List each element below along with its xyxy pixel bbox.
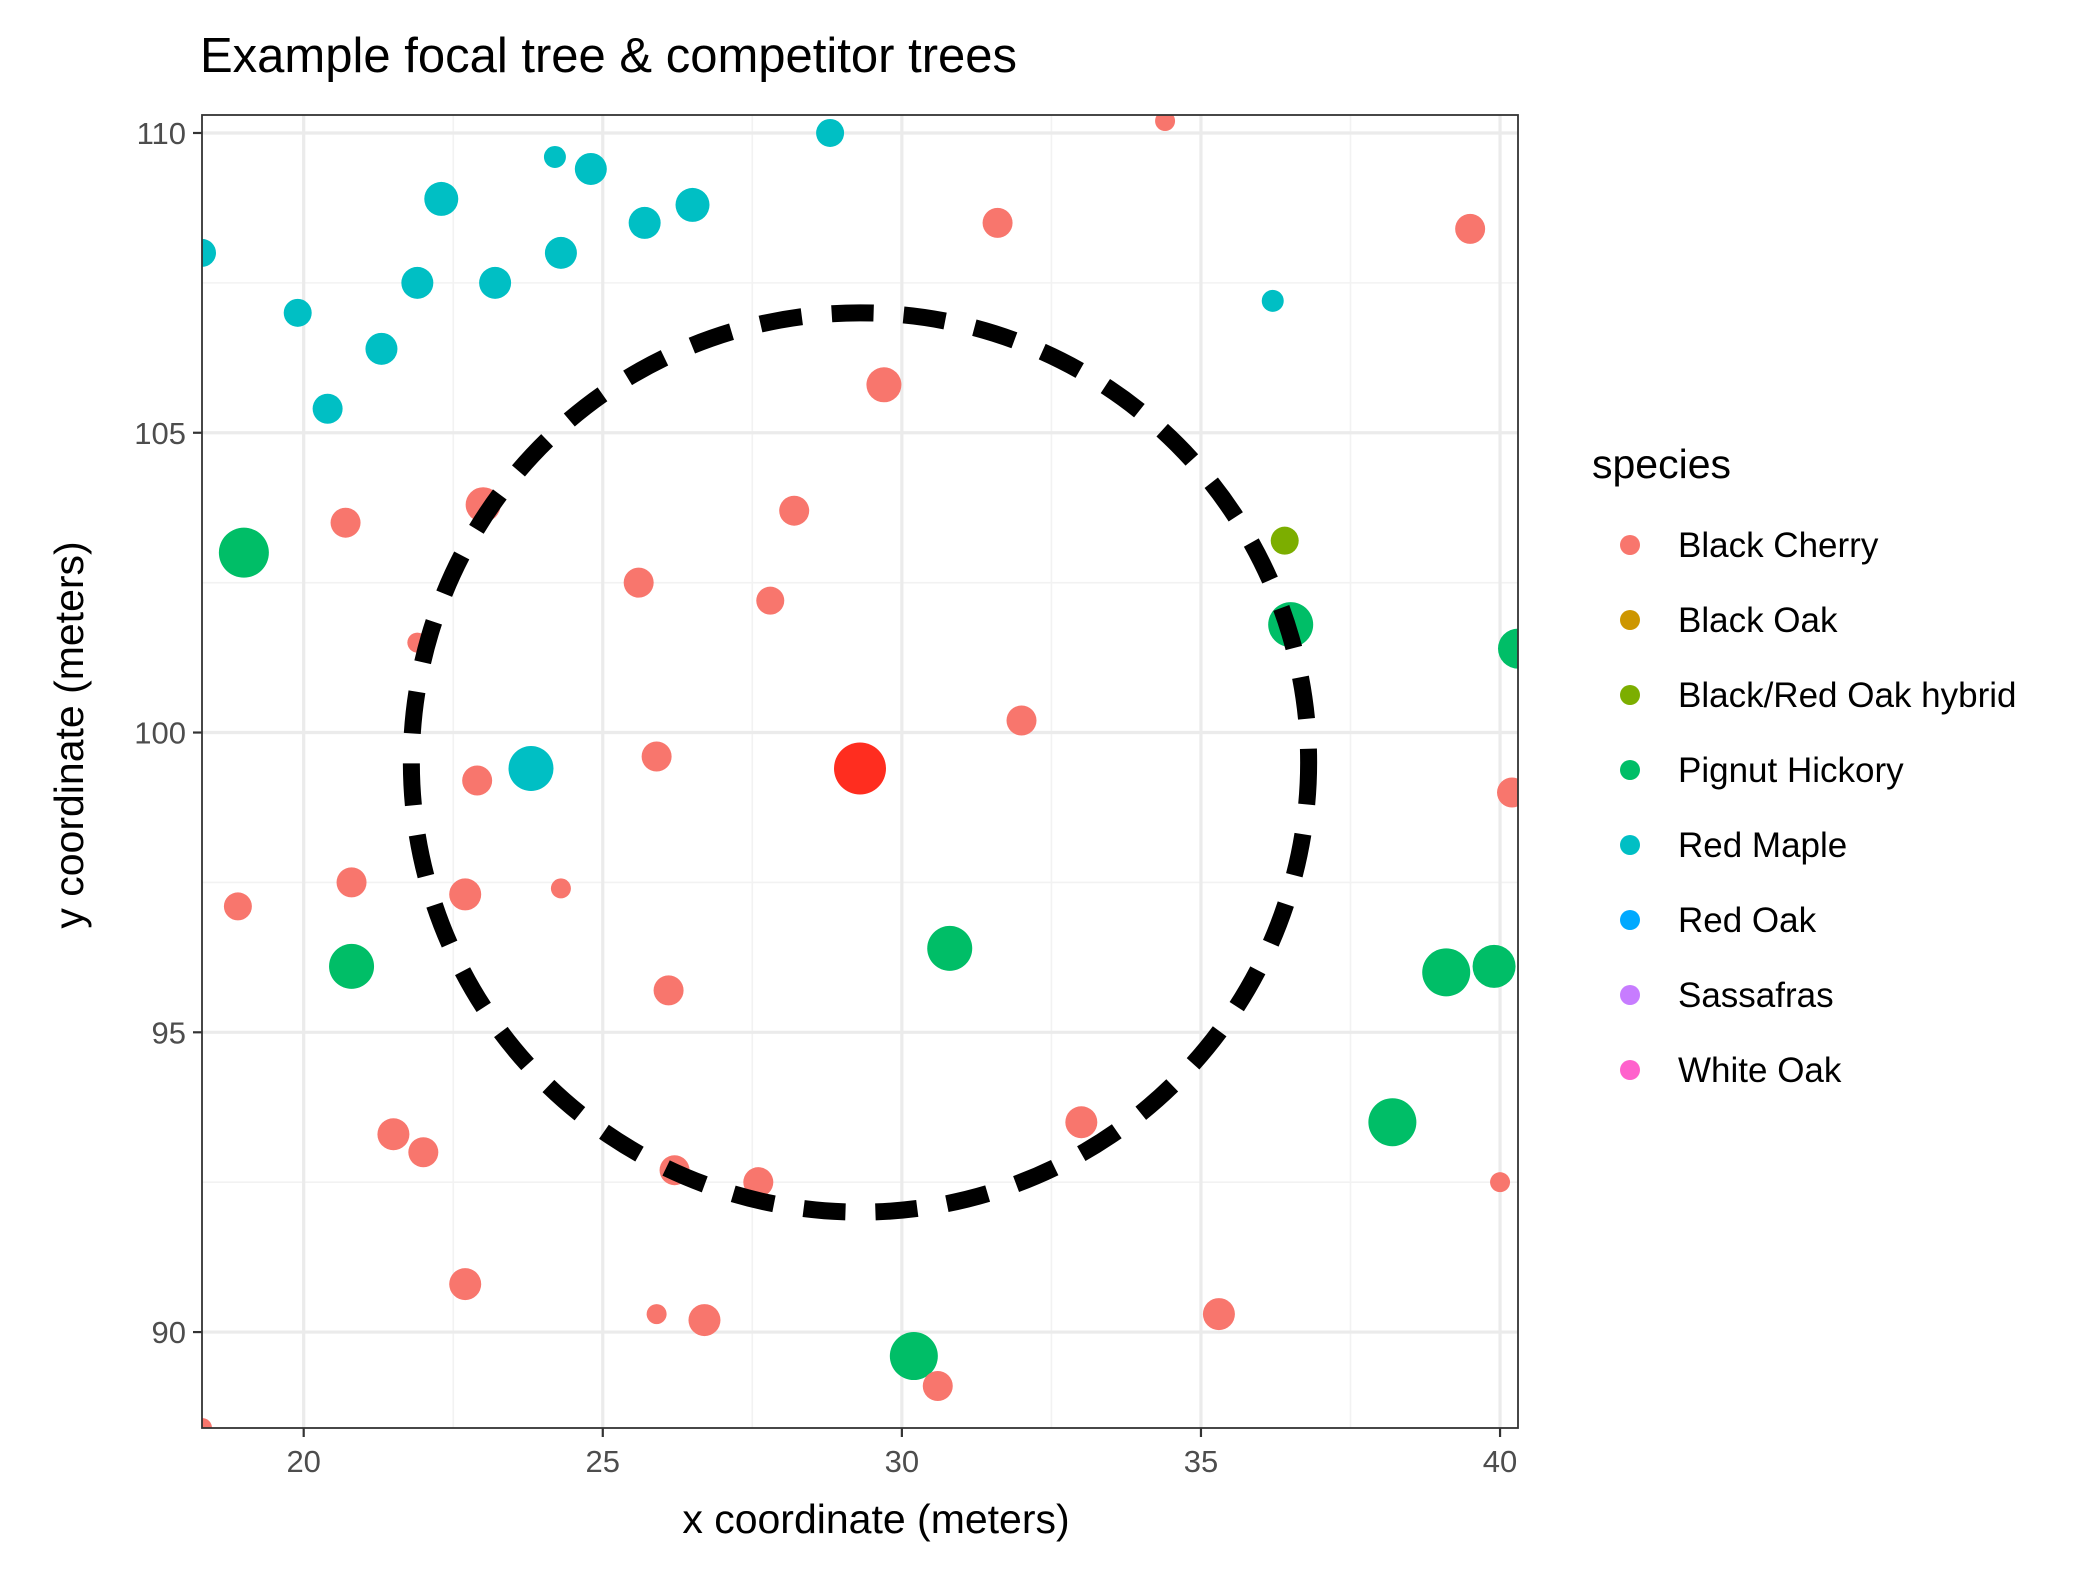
data-point: [1155, 115, 1176, 131]
focal-tree-point: [834, 742, 886, 795]
plot-panel: [202, 115, 1518, 1428]
y-tick-label: 90: [152, 1315, 186, 1350]
data-point: [377, 1118, 410, 1151]
data-point: [283, 298, 312, 327]
data-point: [1422, 948, 1471, 997]
x-tick-label: 25: [586, 1444, 620, 1479]
data-point: [312, 393, 343, 424]
legend-key: [1620, 1060, 1640, 1080]
data-point: [866, 367, 902, 403]
data-point: [1065, 1106, 1098, 1139]
legend-label: Red Oak: [1678, 901, 1817, 940]
data-point: [889, 1332, 938, 1381]
legend-label: Black Cherry: [1678, 526, 1879, 565]
axes: 20 25 30 35 40 90 95 100 105 110: [134, 114, 1519, 1479]
data-point: [550, 878, 571, 899]
data-point: [922, 1371, 953, 1402]
data-point: [508, 746, 554, 792]
data-point: [574, 152, 607, 185]
legend-label: Black/Red Oak hybrid: [1678, 676, 2016, 715]
data-point: [462, 765, 493, 796]
legend-key: [1620, 985, 1640, 1005]
panel-border: [201, 114, 1519, 1429]
data-point: [1270, 526, 1299, 555]
legend-key: [1620, 835, 1640, 855]
data-point: [330, 507, 361, 538]
chart-title: Example focal tree & competitor trees: [200, 29, 1017, 83]
data-point: [1472, 944, 1516, 988]
data-point: [1202, 1298, 1235, 1331]
data-point: [365, 332, 398, 365]
data-point: [641, 741, 672, 772]
data-point: [449, 1268, 482, 1301]
data-point: [982, 207, 1013, 238]
data-point: [1490, 1172, 1511, 1193]
data-point: [1006, 705, 1037, 736]
data-point: [424, 181, 459, 216]
y-tick-label: 95: [152, 1015, 186, 1050]
data-point: [628, 206, 661, 239]
data-point: [688, 1304, 721, 1337]
legend-key: [1620, 910, 1640, 930]
data-point: [401, 266, 434, 299]
data-point: [544, 236, 577, 269]
x-tick-label: 30: [885, 1444, 919, 1479]
legend-key: [1620, 610, 1640, 630]
data-point: [1455, 213, 1486, 244]
y-tick-label: 105: [134, 416, 186, 451]
data-point: [1368, 1098, 1417, 1147]
x-tick-label: 35: [1184, 1444, 1218, 1479]
x-tick-label: 40: [1483, 1444, 1517, 1479]
legend-label: Sassafras: [1678, 976, 1834, 1015]
data-point: [223, 892, 252, 921]
data-point: [653, 975, 684, 1006]
data-point: [1498, 628, 1518, 669]
legend-key: [1620, 760, 1640, 780]
data-point: [1261, 289, 1284, 312]
data-point: [543, 145, 566, 168]
data-point: [218, 527, 269, 578]
data-point: [646, 1304, 667, 1325]
legend-label: White Oak: [1678, 1051, 1842, 1090]
data-point: [336, 867, 367, 898]
legend-label: Pignut Hickory: [1678, 751, 1904, 790]
data-point: [1497, 777, 1518, 808]
points-layer: [202, 115, 1518, 1428]
data-point: [408, 1137, 439, 1168]
x-axis-title: x coordinate (meters): [682, 1496, 1069, 1542]
data-point: [675, 187, 710, 222]
legend-title: species: [1592, 441, 1731, 487]
data-point: [927, 925, 973, 971]
legend: species Black Cherry Black Oak Black/Red O…: [1592, 441, 2016, 1090]
data-point: [202, 1418, 212, 1428]
data-point: [816, 118, 845, 147]
legend-label: Black Oak: [1678, 601, 1838, 640]
data-point: [202, 238, 216, 267]
data-point: [779, 495, 810, 526]
y-axis-title: y coordinate (meters): [46, 541, 92, 928]
y-tick-label: 110: [137, 116, 186, 151]
data-point: [756, 586, 785, 615]
data-point: [623, 567, 654, 598]
data-point: [743, 1167, 774, 1198]
neighborhood-radius-circle: [402, 304, 1318, 1221]
legend-label: Red Maple: [1678, 826, 1847, 865]
data-point: [479, 266, 512, 299]
data-point: [329, 943, 375, 989]
legend-key: [1620, 685, 1640, 705]
data-point: [449, 878, 482, 911]
legend-key: [1620, 535, 1640, 555]
y-tick-label: 100: [134, 716, 186, 751]
x-tick-label: 20: [286, 1444, 320, 1479]
